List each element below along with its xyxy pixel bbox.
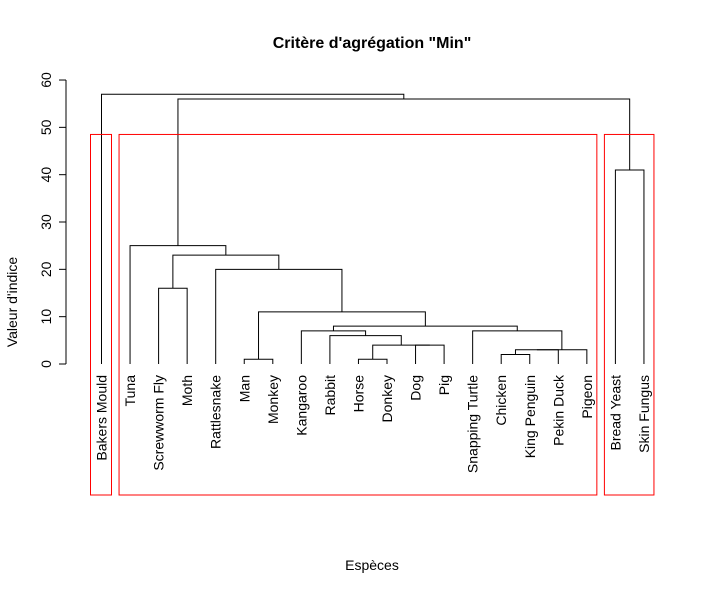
merge-link bbox=[177, 98, 631, 246]
leaf-label-rattlesnake: Rattlesnake bbox=[208, 375, 224, 449]
leaf-labels: Bakers Mould Tuna Screwworm Fly Moth Rattles… bbox=[94, 374, 652, 473]
leaf-label-dog: Dog bbox=[408, 375, 424, 401]
x-axis-label: Espèces bbox=[345, 557, 399, 573]
leaf-label-chicken: Chicken bbox=[493, 375, 509, 426]
leaf-label-monkey: Monkey bbox=[265, 375, 281, 424]
y-tick-label: 60 bbox=[38, 72, 54, 88]
y-axis: 0 10 20 30 40 50 60 bbox=[38, 72, 67, 368]
merge-link bbox=[614, 169, 645, 364]
merge-link bbox=[243, 358, 274, 364]
y-tick-label: 30 bbox=[38, 214, 54, 230]
leaf-label-kangaroo: Kangaroo bbox=[293, 375, 309, 436]
y-tick-label: 40 bbox=[38, 167, 54, 183]
merge-link bbox=[415, 344, 445, 364]
y-tick-label: 20 bbox=[38, 261, 54, 277]
merge-link bbox=[129, 245, 227, 364]
cluster-box-3 bbox=[603, 133, 655, 496]
leaf-label-snapping-turtle: Snapping Turtle bbox=[465, 375, 481, 473]
merge-link bbox=[101, 93, 405, 364]
merge-link bbox=[332, 325, 518, 331]
leaf-label-pekin-duck: Pekin Duck bbox=[550, 374, 566, 446]
leaf-label-bakers-mould: Bakers Mould bbox=[94, 375, 110, 461]
leaf-label-man: Man bbox=[236, 375, 252, 402]
y-tick-label: 0 bbox=[38, 360, 54, 368]
leaf-label-bread-yeast: Bread Yeast bbox=[607, 375, 623, 451]
merge-link bbox=[372, 344, 430, 360]
leaf-label-king-penguin: King Penguin bbox=[522, 375, 538, 458]
leaf-label-skin-fungus: Skin Fungus bbox=[636, 375, 652, 453]
merge-link bbox=[357, 358, 388, 364]
leaf-label-donkey: Donkey bbox=[379, 375, 395, 422]
y-axis-label: Valeur d'indice bbox=[4, 257, 20, 348]
cluster-box-1 bbox=[90, 133, 112, 496]
merge-link bbox=[215, 268, 343, 364]
dendrogram-links bbox=[101, 93, 645, 364]
cluster-boxes bbox=[90, 133, 655, 496]
merge-link bbox=[172, 254, 280, 289]
cluster-box-2 bbox=[118, 133, 598, 496]
leaf-label-tuna: Tuna bbox=[122, 375, 138, 407]
leaf-label-horse: Horse bbox=[350, 375, 366, 413]
merge-link bbox=[514, 349, 559, 364]
merge-link bbox=[500, 354, 531, 364]
leaf-label-pigeon: Pigeon bbox=[579, 375, 595, 419]
y-tick-label: 10 bbox=[38, 309, 54, 325]
leaf-label-moth: Moth bbox=[179, 375, 195, 406]
chart-title: Critère d'agrégation "Min" bbox=[273, 35, 472, 52]
y-tick-label: 50 bbox=[38, 119, 54, 135]
merge-link bbox=[536, 349, 588, 364]
leaf-label-rabbit: Rabbit bbox=[322, 375, 338, 416]
leaf-label-pig: Pig bbox=[436, 375, 452, 395]
merge-link bbox=[158, 287, 188, 364]
leaf-label-screwworm-fly: Screwworm Fly bbox=[151, 375, 167, 471]
merge-link bbox=[472, 330, 563, 364]
